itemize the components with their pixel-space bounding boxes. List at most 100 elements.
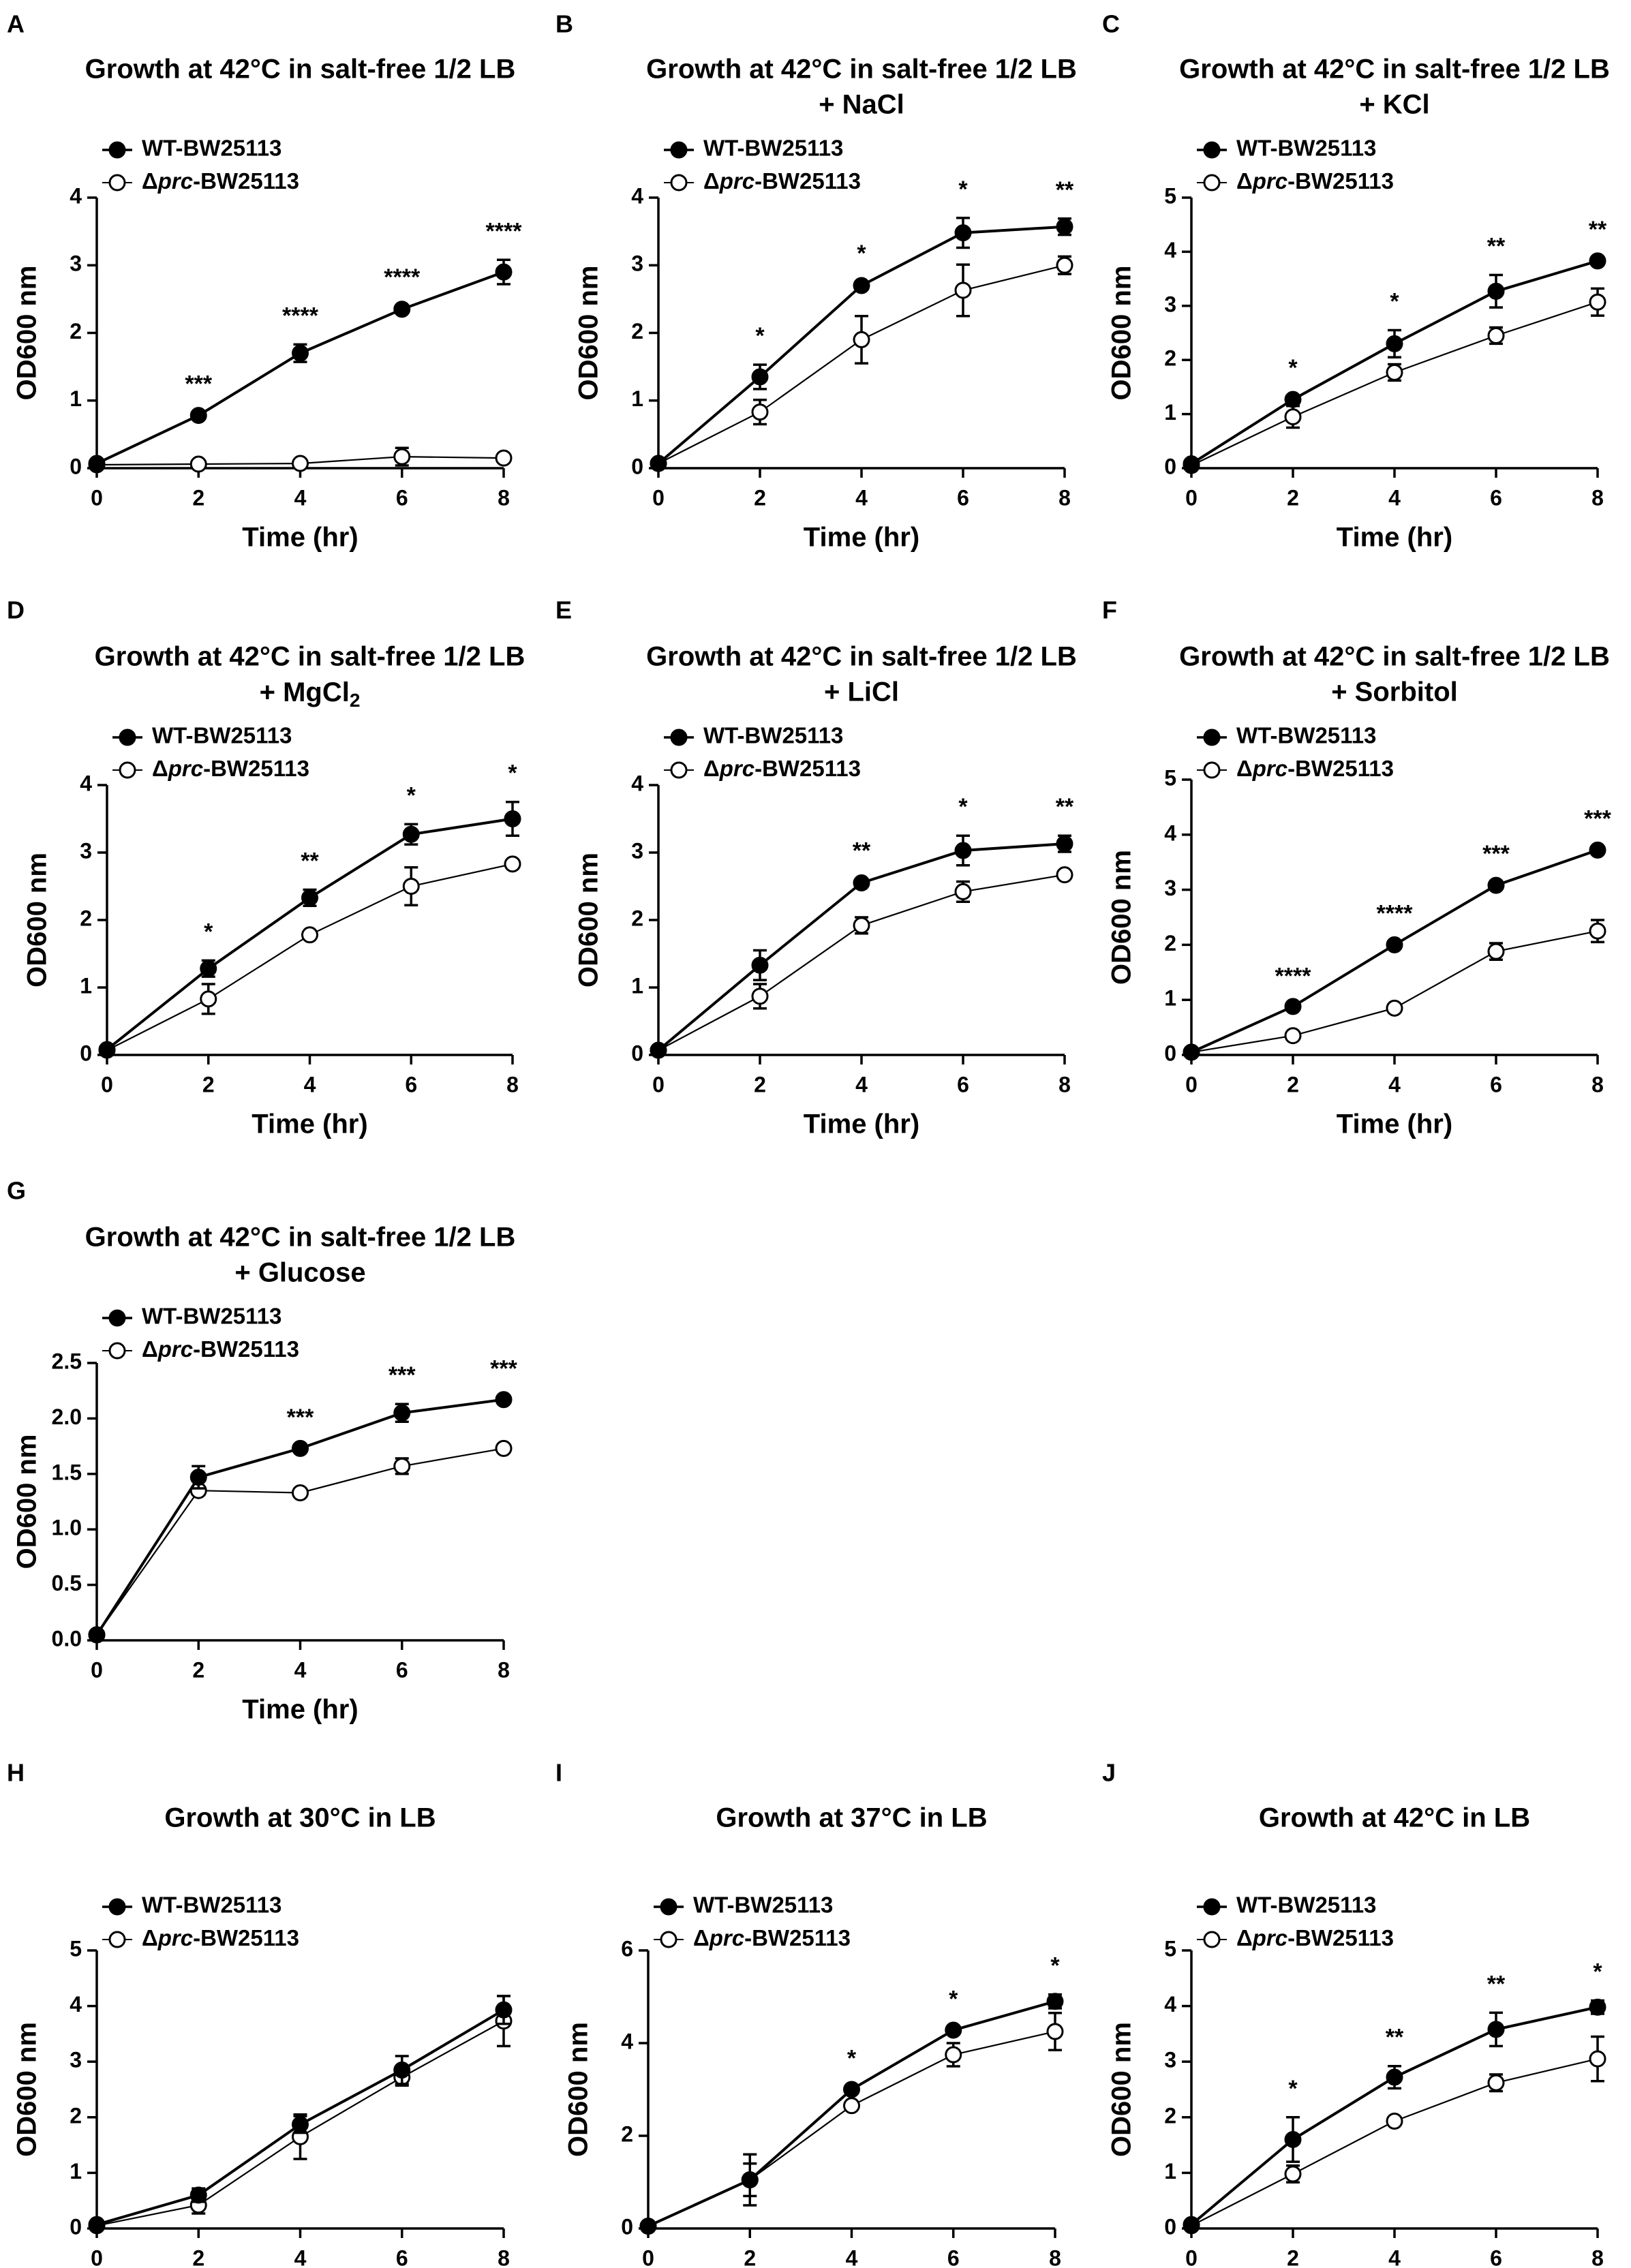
x-tick-label: 8 (498, 485, 510, 510)
chart-title: Growth at 42°C in LB (1259, 1803, 1530, 1833)
data-point-wt (402, 825, 420, 843)
data-point-wt (1589, 841, 1606, 859)
data-point-wt (292, 2115, 309, 2133)
legend-label-prc: Δprc-BW25113 (1236, 168, 1394, 194)
data-point-prc (1487, 2074, 1505, 2091)
data-point-wt (945, 2021, 962, 2039)
y-tick-label: 1 (1164, 400, 1176, 425)
panel-e: E Growth at 42°C in salt-free 1/2 LB + LiC… (555, 596, 1077, 1139)
significance-label: * (958, 177, 968, 202)
data-point-wt (1589, 1998, 1606, 2016)
data-point-prc (954, 883, 972, 900)
x-axis-label: Time (hr) (804, 523, 919, 553)
x-tick-label: 0 (101, 1072, 113, 1097)
chart-subtitle: + LiCl (824, 677, 899, 707)
chart-title: Growth at 42°C in salt-free 1/2 LB (95, 642, 525, 672)
data-point-wt (504, 810, 521, 827)
significance-label: *** (287, 1405, 314, 1430)
data-point-prc (1487, 326, 1505, 344)
chart-subtitle: + NaCl (819, 90, 904, 120)
legend-marker-prc (108, 1931, 126, 1948)
y-tick-label: 0 (70, 454, 82, 478)
y-tick-label: 0 (1164, 454, 1176, 478)
data-point-wt (189, 407, 207, 425)
legend-label-prc-strain: -BW25113 (193, 168, 299, 194)
y-tick-label: 1 (631, 386, 643, 411)
data-point-prc (504, 855, 521, 873)
panel-letter: B (555, 10, 573, 38)
series-line-wt (95, 1398, 504, 1636)
legend-label-wt: WT-BW25113 (703, 136, 843, 161)
legend-label-prc-gene: prc (157, 1925, 193, 1950)
y-tick-label: 2.5 (52, 1349, 82, 1373)
x-axis-label: Time (hr) (251, 1109, 367, 1139)
data-point-wt (1056, 218, 1073, 236)
significance-label: ** (1056, 794, 1074, 820)
chart-title: Growth at 42°C in salt-free 1/2 LB (1179, 55, 1610, 85)
legend-label-prc-delta: Δ (1236, 756, 1253, 781)
data-point-prc (189, 455, 207, 473)
y-tick-label: 5 (1164, 183, 1176, 208)
data-point-wt (1284, 2130, 1302, 2148)
y-tick-label: 4 (70, 183, 82, 208)
data-point-wt (1487, 2021, 1505, 2038)
legend-label-prc-delta: Δ (693, 1925, 710, 1950)
legend-marker-wt (108, 1898, 126, 1916)
chart-title: Growth at 30°C in LB (164, 1803, 436, 1833)
y-tick-label: 1.5 (52, 1460, 82, 1484)
data-point-prc (495, 1439, 513, 1457)
data-point-wt (853, 874, 870, 892)
data-point-prc (200, 990, 217, 1008)
y-tick-label: 3 (70, 251, 82, 276)
significance-label: * (1593, 1959, 1602, 1984)
y-axis-label: OD600 nm (12, 1435, 42, 1569)
y-axis-label: OD600 nm (22, 853, 52, 987)
data-point-prc (853, 331, 870, 348)
data-point-prc (402, 878, 420, 895)
legend-marker-wt (660, 1898, 677, 1916)
data-point-wt (1046, 1993, 1064, 2010)
x-tick-label: 8 (1591, 2246, 1604, 2268)
x-tick-label: 4 (855, 1072, 868, 1097)
legend-label-prc-delta: Δ (142, 1925, 158, 1950)
legend-label-wt: WT-BW25113 (142, 136, 281, 161)
x-tick-label: 4 (294, 1657, 307, 1682)
chart-subtitle: + KCl (1359, 90, 1429, 120)
data-point-wt (495, 1391, 513, 1409)
legend-label-prc: Δprc-BW25113 (703, 756, 861, 781)
x-axis-label: Time (hr) (242, 523, 358, 553)
significance-label: * (847, 2046, 857, 2072)
significance-label: * (1390, 289, 1399, 315)
x-tick-label: 8 (1058, 1072, 1071, 1097)
panel-letter: E (555, 596, 572, 624)
chart-subtitle: + Glucose (234, 1258, 365, 1288)
data-point-wt (853, 277, 870, 294)
y-tick-label: 0 (621, 2214, 633, 2239)
data-point-wt (189, 2186, 207, 2204)
x-tick-label: 6 (396, 485, 408, 510)
data-point-wt (1487, 282, 1505, 300)
x-tick-label: 8 (1058, 485, 1071, 510)
x-tick-label: 2 (192, 485, 204, 510)
y-tick-label: 0 (1164, 2214, 1176, 2239)
x-tick-label: 2 (1287, 485, 1299, 510)
x-tick-label: 0 (642, 2246, 654, 2268)
data-point-wt (189, 1469, 207, 1486)
x-tick-label: 2 (1287, 1072, 1299, 1097)
legend-marker-prc (660, 1931, 677, 1948)
y-tick-label: 2 (631, 906, 643, 930)
significance-label: ** (1386, 2025, 1404, 2051)
legend-label-prc: Δprc-BW25113 (693, 1925, 851, 1950)
y-axis-label: OD600 nm (12, 2022, 42, 2157)
significance-label: * (204, 919, 213, 945)
data-point-prc (1284, 2165, 1302, 2183)
legend-label-prc-strain: -BW25113 (193, 1925, 299, 1950)
legend-label-prc: Δprc-BW25113 (142, 1925, 299, 1950)
significance-label: ** (1589, 217, 1607, 243)
significance-label: *** (388, 1362, 416, 1388)
legend-label-wt: WT-BW25113 (142, 1892, 281, 1918)
data-point-wt (301, 889, 318, 906)
legend-marker-wt (108, 1309, 126, 1327)
y-tick-label: 0 (631, 454, 643, 478)
legend-label-prc-strain: -BW25113 (1287, 168, 1394, 194)
